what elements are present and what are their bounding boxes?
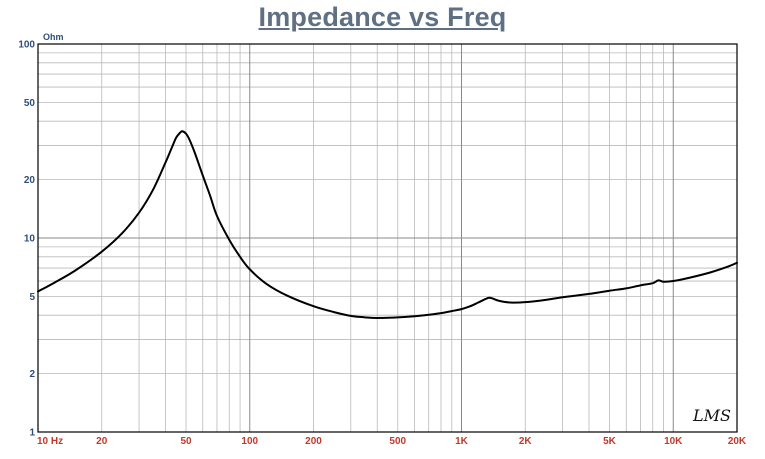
x-tick-label: 2K	[519, 436, 533, 447]
x-tick-label: 20K	[728, 436, 747, 447]
x-tick-label: 5K	[603, 436, 617, 447]
impedance-curve	[37, 130, 738, 319]
y-axis-tick-labels: 100 50 20 10 5 2 1	[18, 40, 35, 439]
y-tick-label: 20	[24, 175, 36, 186]
y-tick-label: 100	[18, 40, 35, 51]
x-tick-label: 200	[305, 436, 322, 447]
y-tick-label: 10	[24, 234, 36, 245]
y-tick-label: 1	[29, 428, 35, 439]
x-tick-label: 100	[241, 436, 258, 447]
x-tick-label: 50	[180, 436, 192, 447]
x-tick-label: 10K	[664, 436, 683, 447]
y-axis-unit-label: Ohm	[43, 32, 64, 42]
x-tick-label: 10 Hz	[37, 436, 63, 447]
chart-title: Impedance vs Freq	[258, 2, 507, 32]
y-tick-label: 50	[24, 98, 36, 109]
x-tick-label: 20	[96, 436, 108, 447]
lms-watermark: LMS	[692, 406, 731, 425]
x-tick-label: 1K	[455, 436, 469, 447]
plot-frame	[37, 43, 738, 433]
x-axis-tick-labels: 10 Hz 20 50 100 200 500 1K 2K 5K 10K 20K	[37, 436, 747, 447]
x-tick-label: 500	[389, 436, 406, 447]
y-tick-label: 2	[29, 369, 35, 380]
y-tick-label: 5	[29, 292, 35, 303]
